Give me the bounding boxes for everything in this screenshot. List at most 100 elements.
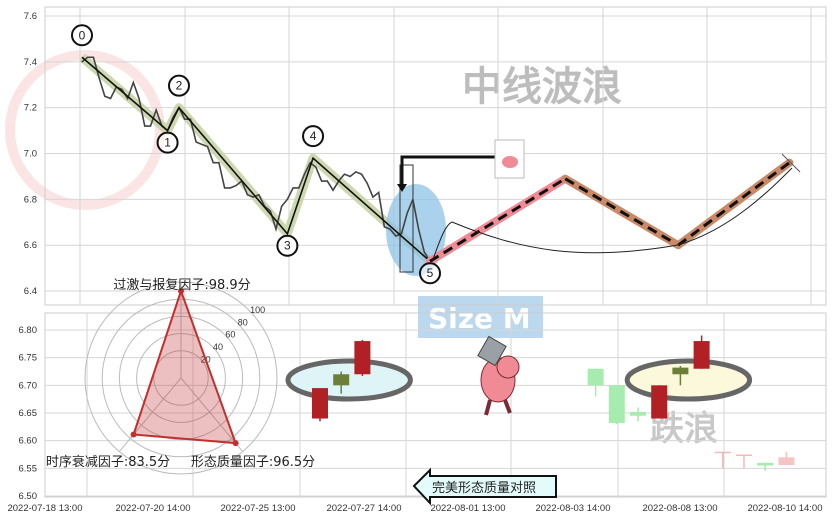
x-tick-label: 2022-08-03 14:00 — [535, 503, 610, 514]
price-point — [104, 95, 106, 97]
price-point — [378, 191, 380, 194]
highlight-box — [399, 164, 414, 273]
price-point — [127, 97, 129, 100]
price-point — [246, 194, 249, 196]
y-tick-label: 6.4 — [24, 286, 37, 297]
candle — [587, 368, 604, 397]
radar-axis — [180, 377, 244, 452]
price-point — [252, 196, 254, 198]
price-point — [138, 97, 140, 100]
projection-dashed-line — [564, 177, 679, 247]
candle-body — [630, 411, 646, 416]
price-point — [155, 109, 157, 111]
y-tick-label: 6.8 — [24, 194, 37, 205]
price-point — [321, 180, 323, 182]
y-tick-label: 6.80 — [19, 325, 38, 336]
y-tick-label: 6.6 — [24, 240, 37, 251]
candle — [333, 371, 350, 394]
candle-body — [312, 388, 328, 419]
candle — [757, 462, 774, 472]
thumbnail-creature-icon — [502, 156, 518, 168]
candle — [630, 407, 646, 422]
watermark-badge — [418, 296, 543, 338]
radar-axis — [118, 377, 182, 452]
price-point — [235, 185, 237, 187]
price-point — [184, 118, 186, 120]
x-tick-label: 2022-08-08 13:00 — [642, 503, 717, 514]
price-point — [309, 162, 311, 164]
radar-chart: 20406080100过激与报复因子:98.9分形态质量因子:96.5分时序衰减… — [46, 278, 315, 475]
price-point — [349, 175, 351, 178]
price-point — [224, 187, 226, 189]
candle-body — [736, 454, 752, 456]
candle — [354, 339, 371, 376]
x-tick-label: 2022-07-27 14:00 — [326, 503, 401, 514]
price-point — [389, 228, 391, 230]
price-point — [360, 173, 363, 175]
price-point — [400, 233, 403, 235]
price-point — [417, 228, 420, 230]
price-point — [144, 125, 146, 127]
y-tick-label: 7.6 — [24, 11, 37, 22]
y-tick-label: 7.0 — [24, 149, 37, 160]
candle — [736, 454, 752, 469]
y-tick-label: 6.75 — [19, 353, 38, 364]
price-point — [372, 196, 374, 198]
price-point — [383, 226, 385, 228]
wave-point-marker — [71, 24, 93, 47]
perfect-pattern-compare-button[interactable]: 完美形态质量对照 — [412, 467, 557, 506]
wave-point-label: 2 — [176, 79, 183, 93]
candle — [693, 335, 710, 369]
x-tick-label: 2022-07-18 13:00 — [7, 503, 82, 514]
price-point — [315, 166, 317, 168]
callout-arrow — [400, 155, 497, 186]
x-tick-label: 2022-07-25 13:00 — [220, 503, 295, 514]
price-point — [298, 187, 300, 189]
wave-point-label: 4 — [310, 129, 317, 143]
price-point — [229, 187, 231, 189]
y-tick-label: 7.4 — [24, 57, 37, 68]
price-line — [81, 56, 431, 262]
radar-vertex — [178, 287, 184, 294]
price-point — [332, 189, 334, 191]
radar-polygon — [132, 287, 238, 445]
candle-body — [778, 457, 795, 466]
y-tick-label: 6.65 — [19, 408, 38, 419]
price-point — [269, 210, 271, 212]
candle-body — [714, 451, 731, 454]
price-point — [92, 56, 95, 58]
callout-arrow-head — [397, 184, 407, 192]
radar-vertex — [232, 440, 239, 447]
projection-end-marker — [781, 153, 801, 173]
radar-axis-label: 形态质量因子:96.5分 — [191, 455, 315, 470]
candle-body — [354, 341, 371, 375]
price-point — [212, 162, 214, 164]
wave-point-label: 5 — [427, 266, 434, 280]
price-point — [81, 61, 83, 63]
candle — [312, 388, 328, 422]
wave-point-marker — [276, 234, 299, 257]
price-point — [303, 173, 306, 175]
price-point — [412, 198, 414, 200]
wave-band — [79, 53, 433, 265]
price-point — [218, 162, 220, 164]
highlight-ellipse — [386, 184, 446, 276]
candle-body — [651, 385, 668, 419]
y-tick-label: 6.55 — [19, 463, 38, 474]
price-point — [286, 198, 288, 200]
candle — [778, 451, 795, 466]
price-point — [206, 146, 209, 148]
price-point — [98, 77, 100, 79]
price-point — [281, 205, 283, 207]
price-point — [292, 187, 294, 189]
price-point — [149, 125, 152, 127]
price-point — [366, 182, 368, 184]
candle-body — [587, 368, 604, 386]
price-point — [121, 88, 123, 90]
radar-axis-label: 时序衰减因子:83.5分 — [46, 454, 170, 470]
price-point — [132, 81, 134, 84]
candle-body — [693, 341, 710, 369]
price-point — [343, 173, 346, 175]
candle — [608, 385, 625, 425]
